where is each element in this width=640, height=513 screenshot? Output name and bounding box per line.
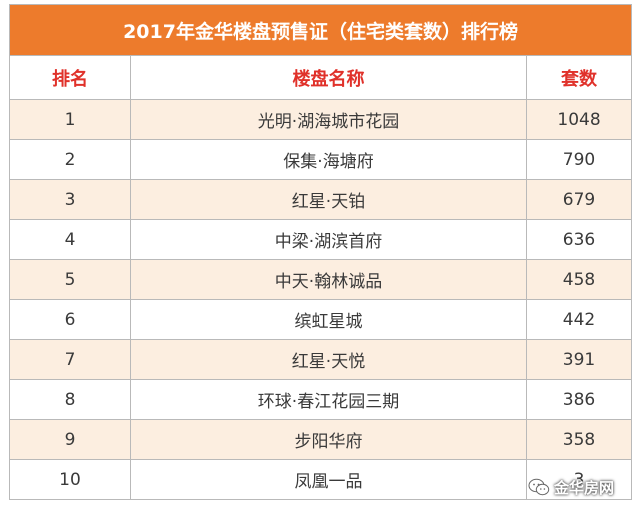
watermark-text: 金华房网 xyxy=(554,478,615,497)
rank-cell: 3 xyxy=(9,179,131,220)
unit-count-cell: 391 xyxy=(525,339,633,380)
header-rank: 排名 xyxy=(9,55,131,100)
table-title: 2017年金华楼盘预售证（住宅类套数）排行榜 xyxy=(8,4,633,56)
rank-cell: 8 xyxy=(9,379,131,420)
project-name-cell: 步阳华府 xyxy=(130,419,527,460)
rank-cell: 7 xyxy=(9,339,131,380)
title-row: 2017年金华楼盘预售证（住宅类套数）排行榜 xyxy=(8,4,633,56)
table-row: 10 凤凰一品 3 xyxy=(9,459,633,500)
table-row: 4 中梁·湖滨首府 636 xyxy=(9,219,633,260)
rank-cell: 4 xyxy=(9,219,131,260)
project-name-cell: 凤凰一品 xyxy=(130,459,527,500)
table-row: 7 红星·天悦 391 xyxy=(9,339,633,380)
table-row: 8 环球·春江花园三期 386 xyxy=(9,379,633,420)
project-name-cell: 中天·翰林诚品 xyxy=(130,259,527,300)
project-name-cell: 环球·春江花园三期 xyxy=(130,379,527,420)
rank-cell: 1 xyxy=(9,99,131,140)
table-row: 5 中天·翰林诚品 458 xyxy=(9,259,633,300)
unit-count-cell: 358 xyxy=(525,419,633,460)
wechat-icon xyxy=(528,478,550,496)
rank-cell: 5 xyxy=(9,259,131,300)
table-row: 3 红星·天铂 679 xyxy=(9,179,633,220)
table-row: 9 步阳华府 358 xyxy=(9,419,633,460)
project-name-cell: 保集·海塘府 xyxy=(130,139,527,180)
project-name-cell: 中梁·湖滨首府 xyxy=(130,219,527,260)
header-name: 楼盘名称 xyxy=(130,55,527,100)
table-row: 6 缤虹星城 442 xyxy=(9,299,633,340)
rank-cell: 2 xyxy=(9,139,131,180)
watermark: 金华房网 xyxy=(528,476,614,498)
unit-count-cell: 1048 xyxy=(525,99,633,140)
project-name-cell: 红星·天铂 xyxy=(130,179,527,220)
ranking-table: 2017年金华楼盘预售证（住宅类套数）排行榜 排名 楼盘名称 套数 1 光明·湖… xyxy=(8,4,633,500)
unit-count-cell: 679 xyxy=(525,179,633,220)
table-row: 1 光明·湖海城市花园 1048 xyxy=(9,99,633,140)
project-name-cell: 缤虹星城 xyxy=(130,299,527,340)
unit-count-cell: 458 xyxy=(525,259,633,300)
rank-cell: 10 xyxy=(9,459,131,500)
project-name-cell: 红星·天悦 xyxy=(130,339,527,380)
rank-cell: 9 xyxy=(9,419,131,460)
rank-cell: 6 xyxy=(9,299,131,340)
unit-count-cell: 790 xyxy=(525,139,633,180)
unit-count-cell: 636 xyxy=(525,219,633,260)
unit-count-cell: 442 xyxy=(525,299,633,340)
table-row: 2 保集·海塘府 790 xyxy=(9,139,633,180)
header-row: 排名 楼盘名称 套数 xyxy=(9,55,633,100)
header-count: 套数 xyxy=(525,55,633,100)
unit-count-cell: 386 xyxy=(525,379,633,420)
project-name-cell: 光明·湖海城市花园 xyxy=(130,99,527,140)
